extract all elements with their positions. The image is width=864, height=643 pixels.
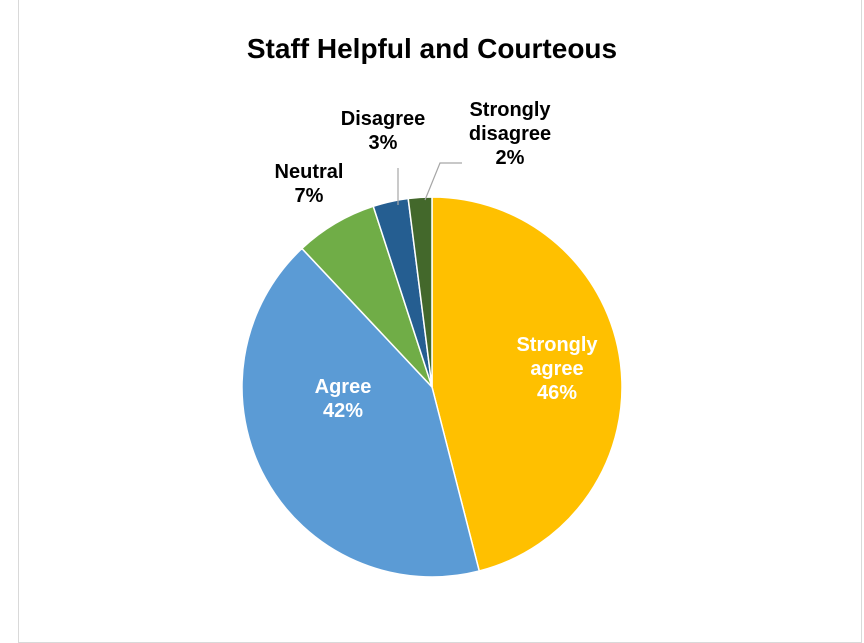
data-label-disagree: Disagree 3% (341, 108, 426, 154)
chart-title: Staff Helpful and Courteous (247, 33, 617, 64)
leader-lines (397, 162, 462, 205)
data-label-agree: Agree 42% (315, 376, 372, 422)
leader-line-strongly-disagree (424, 162, 462, 201)
pie-slices (241, 196, 623, 578)
data-label-strongly-agree: Strongly agree 46% (516, 334, 598, 404)
pie-slice-strongly-agree (431, 196, 623, 572)
data-label-neutral: Neutral 7% (275, 161, 344, 207)
data-label-strongly-disagree: Strongly disagree 2% (469, 99, 552, 169)
pie-slice-strongly-disagree (407, 196, 433, 388)
data-labels: Strongly agree 46% Agree 42% Neutral 7% Disagre… (275, 99, 599, 422)
pie-slice-agree (241, 247, 481, 578)
